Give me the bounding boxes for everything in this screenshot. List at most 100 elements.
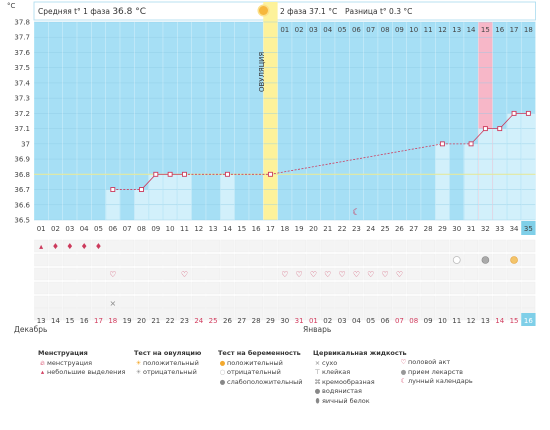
top-day-label: 04 — [323, 26, 332, 34]
temperature-bar — [435, 143, 450, 220]
cycle-day-label: 26 — [395, 225, 404, 233]
cycle-day-label: 28 — [424, 225, 433, 233]
marker-cell — [435, 239, 450, 253]
y-tick-label: 37.5 — [14, 64, 30, 72]
top-day-label: 12 — [438, 26, 447, 34]
cycle-day-label: 16 — [252, 225, 261, 233]
cycle-day-label: 20 — [309, 225, 318, 233]
marker-cell — [363, 267, 378, 281]
marker-cell — [134, 281, 149, 295]
cycle-day-label: 18 — [280, 225, 289, 233]
marker-cell — [320, 267, 335, 281]
marker-cell — [306, 253, 321, 267]
temperature-point — [267, 171, 273, 177]
cycle-day-label: 15 — [237, 225, 246, 233]
marker-cell — [449, 281, 464, 295]
marker-cell — [191, 267, 206, 281]
date-label: 29 — [266, 317, 275, 325]
marker-cell — [306, 239, 321, 253]
temperature-point — [439, 141, 445, 147]
temp-diff-label: Разница t° 0.3 °C — [345, 7, 413, 16]
marker-cell — [277, 307, 292, 321]
cycle-day-label: 06 — [108, 225, 117, 233]
marker-cell — [134, 267, 149, 281]
marker-cell — [464, 253, 478, 267]
date-label: 25 — [209, 317, 218, 325]
spotting-icon: ▴ — [40, 368, 45, 376]
marker-cell — [263, 281, 278, 295]
marker-cell — [378, 295, 392, 309]
month-january: Январь — [303, 325, 332, 334]
marker-cell — [77, 267, 92, 281]
marker-cell — [306, 267, 321, 281]
marker-cell — [191, 281, 206, 295]
date-label: 05 — [366, 317, 375, 325]
marker-cell — [177, 239, 192, 253]
legend-ovulation-test: Тест на овуляцию ☀ положительный ☀ отрицат… — [134, 349, 202, 376]
date-label: 02 — [323, 317, 332, 325]
marker-cell — [378, 267, 392, 281]
marker-cell — [478, 239, 493, 253]
marker-cell — [392, 267, 407, 281]
top-day-label: 08 — [381, 26, 390, 34]
temperature-point — [525, 110, 531, 116]
marker-cell — [406, 281, 421, 295]
temperature-point — [139, 187, 144, 192]
temperature-bar — [149, 174, 163, 220]
cycle-day-label: 27 — [409, 225, 418, 233]
marker-cell — [449, 295, 464, 309]
marker-cell — [492, 307, 507, 321]
marker-cell — [120, 267, 135, 281]
marker-cell — [48, 307, 63, 321]
marker-cell — [249, 239, 263, 253]
top-day-label: 03 — [309, 26, 318, 34]
marker-cell — [134, 253, 149, 267]
date-label: 15 — [510, 317, 519, 325]
marker-cell — [521, 295, 536, 309]
temperature-bar — [220, 174, 235, 220]
menstruation-icon: ▴ — [39, 242, 43, 251]
top-day-label: 05 — [338, 26, 347, 34]
marker-cell — [91, 295, 106, 309]
marker-cell — [148, 307, 163, 321]
marker-cell — [449, 239, 464, 253]
date-label: 30 — [280, 317, 289, 325]
marker-cell — [392, 253, 407, 267]
marker-cell — [234, 253, 249, 267]
y-tick-label: 37.2 — [14, 110, 30, 118]
marker-cell — [191, 253, 206, 267]
marker-cell — [392, 281, 407, 295]
heart-icon: ♡ — [367, 270, 374, 279]
marker-cell — [234, 267, 249, 281]
cycle-day-label: 34 — [510, 225, 519, 233]
marker-cell — [478, 281, 493, 295]
marker-cell — [492, 295, 507, 309]
legend-cervical: Цервикальная жидкость × сухо ⊤ клейкая ⌘кр… — [313, 349, 407, 405]
marker-cell — [521, 239, 536, 253]
pill-icon: ● — [400, 367, 407, 376]
marker-cell — [449, 267, 464, 281]
date-label: 14 — [51, 317, 60, 325]
top-day-label: 18 — [524, 26, 533, 34]
temperature-point — [153, 171, 159, 177]
marker-cell — [191, 295, 206, 309]
cycle-day-label: 23 — [352, 225, 361, 233]
marker-cell — [77, 295, 92, 309]
temperature-point — [167, 171, 173, 177]
marker-cell — [148, 253, 163, 267]
marker-cell — [91, 267, 106, 281]
marker-cell — [62, 295, 77, 309]
marker-cell — [91, 239, 106, 253]
marker-cell — [335, 267, 349, 281]
marker-cell — [206, 253, 220, 267]
marker-cell — [91, 281, 106, 295]
cycle-day-label: 25 — [381, 225, 390, 233]
marker-cell — [464, 281, 478, 295]
marker-cell — [478, 307, 493, 321]
marker-cell — [435, 267, 450, 281]
marker-cell — [148, 267, 163, 281]
marker-cell — [363, 307, 378, 321]
marker-cell — [507, 267, 521, 281]
temperature-point — [468, 141, 474, 147]
marker-cell — [378, 281, 392, 295]
